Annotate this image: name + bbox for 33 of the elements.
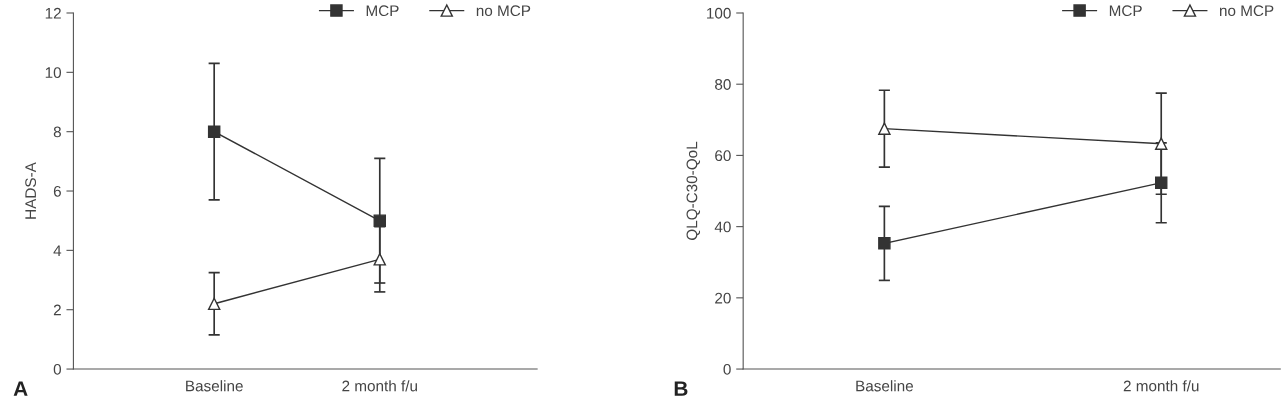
y-tick-label: 6 [53,185,61,197]
point [1154,176,1168,190]
y-tick-label: 60 [715,150,731,162]
legend-label: MCP [1109,5,1142,17]
y-tick-label: 20 [715,292,731,304]
y-tick-label: 40 [714,221,731,233]
point [878,237,891,250]
y-tick-label: 4 [53,245,62,256]
text: A [13,381,28,396]
y-tick-label: 80 [715,79,731,90]
y-tick-label: 12 [45,7,61,19]
y-tick-label: 100 [707,7,731,19]
text: B [674,381,688,396]
y-axis-title: QLQ-C30-QoL [686,141,701,240]
legend-label: no MCP [476,5,531,17]
y-axis-title: HADS-A [25,162,37,219]
point [1154,137,1168,150]
x-tick-label: 2 month f/u [1123,380,1199,392]
point [373,253,387,266]
y-tick-label: 2 [53,304,61,316]
x-tick-label: Baseline [186,380,243,392]
point [207,297,221,311]
point [373,214,387,227]
legend-label: no MCP [1219,5,1274,17]
x-tick-label: 2 month f/u [342,380,417,392]
y-tick-label: 0 [53,363,62,375]
x-tick-label: Baseline [856,380,913,392]
point [878,122,891,135]
point [207,125,221,138]
y-tick-label: 0 [723,363,731,375]
y-tick-label: 10 [45,67,62,79]
legend-label: MCP [366,5,399,17]
y-tick-label: 8 [53,126,61,138]
